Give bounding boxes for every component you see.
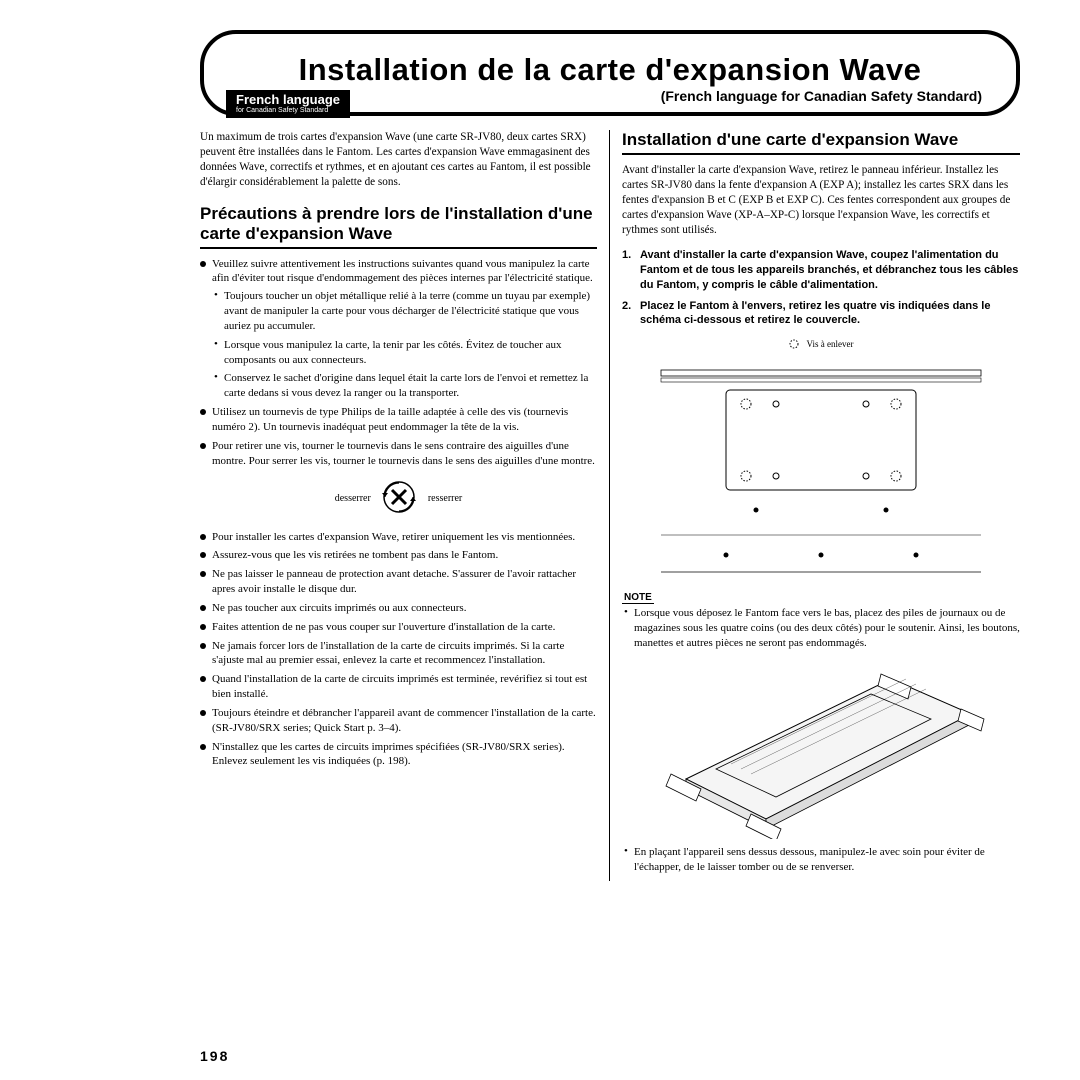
list-item: Quand l'installation de la carte de circ… [200,672,597,702]
list-item: Assurez-vous que les vis retirées ne tom… [200,548,597,563]
list-item: Pour retirer une vis, tourner le tournev… [200,439,597,469]
screw-direction-diagram: desserrer resserrer [200,477,597,520]
screw-icon [379,477,419,520]
precautions-list: Veuillez suivre attentivement les instru… [200,257,597,469]
list-item: Utilisez un tournevis de type Philips de… [200,405,597,435]
intro-paragraph: Un maximum de trois cartes d'expansion W… [200,130,597,190]
list-item: Ne pas laisser le panneau de protection … [200,567,597,597]
sub-item: Conservez le sachet d'origine dans leque… [212,371,597,401]
precautions-heading: Précautions à prendre lors de l'installa… [200,204,597,248]
list-item: N'installez que les cartes de circuits i… [200,740,597,770]
vis-label: Vis à enlever [807,339,854,349]
keyboard-isometric-diagram [656,659,986,839]
list-item: Ne jamais forcer lors de l'installation … [200,639,597,669]
list-item: Veuillez suivre attentivement les instru… [200,257,597,402]
tighten-label: resserrer [428,493,462,504]
step-text: Avant d'installer la carte d'expansion W… [640,248,1020,293]
steps-list: 1. Avant d'installer la carte d'expansio… [622,248,1020,328]
sub-item: Toujours toucher un objet métallique rel… [212,289,597,334]
note-item: En plaçant l'appareil sens dessus dessou… [622,845,1020,875]
list-text: Veuillez suivre attentivement les instru… [212,258,593,285]
installation-heading: Installation d'une carte d'expansion Wav… [622,130,1020,155]
loosen-label: desserrer [335,493,371,504]
step-2: 2. Placez le Fantom à l'envers, retirez … [622,299,1020,329]
note-list: Lorsque vous déposez le Fantom face vers… [622,606,1020,651]
bottom-panel-diagram [656,360,986,580]
note-list-2: En plaçant l'appareil sens dessus dessou… [622,845,1020,875]
step-text: Placez le Fantom à l'envers, retirez les… [640,299,1020,329]
note-heading: NOTE [622,586,1020,606]
sub-item: Lorsque vous manipulez la carte, la teni… [212,338,597,368]
language-badge: French language for Canadian Safety Stan… [226,90,350,118]
left-column: Un maximum de trois cartes d'expansion W… [200,130,610,881]
sub-list: Toujours toucher un objet métallique rel… [212,289,597,401]
vis-label-row: Vis à enlever [622,334,1020,352]
title-frame: Installation de la carte d'expansion Wav… [200,30,1020,116]
list-item: Pour installer les cartes d'expansion Wa… [200,530,597,545]
step-number: 1. [622,248,640,293]
list-item: Faites attention de ne pas vous couper s… [200,620,597,635]
badge-line2: for Canadian Safety Standard [236,107,340,117]
right-column: Installation d'une carte d'expansion Wav… [610,130,1020,881]
content-columns: Un maximum de trois cartes d'expansion W… [200,130,1020,881]
list-item: Ne pas toucher aux circuits imprimés ou … [200,601,597,616]
page-number: 198 [200,1048,229,1064]
list-item: Toujours éteindre et débrancher l'appare… [200,706,597,736]
step-number: 2. [622,299,640,329]
badge-line1: French language [236,92,340,107]
installation-intro: Avant d'installer la carte d'expansion W… [622,163,1020,239]
page-title: Installation de la carte d'expansion Wav… [228,52,992,88]
step-1: 1. Avant d'installer la carte d'expansio… [622,248,1020,293]
precautions-list-2: Pour installer les cartes d'expansion Wa… [200,530,597,770]
note-item: Lorsque vous déposez le Fantom face vers… [622,606,1020,651]
